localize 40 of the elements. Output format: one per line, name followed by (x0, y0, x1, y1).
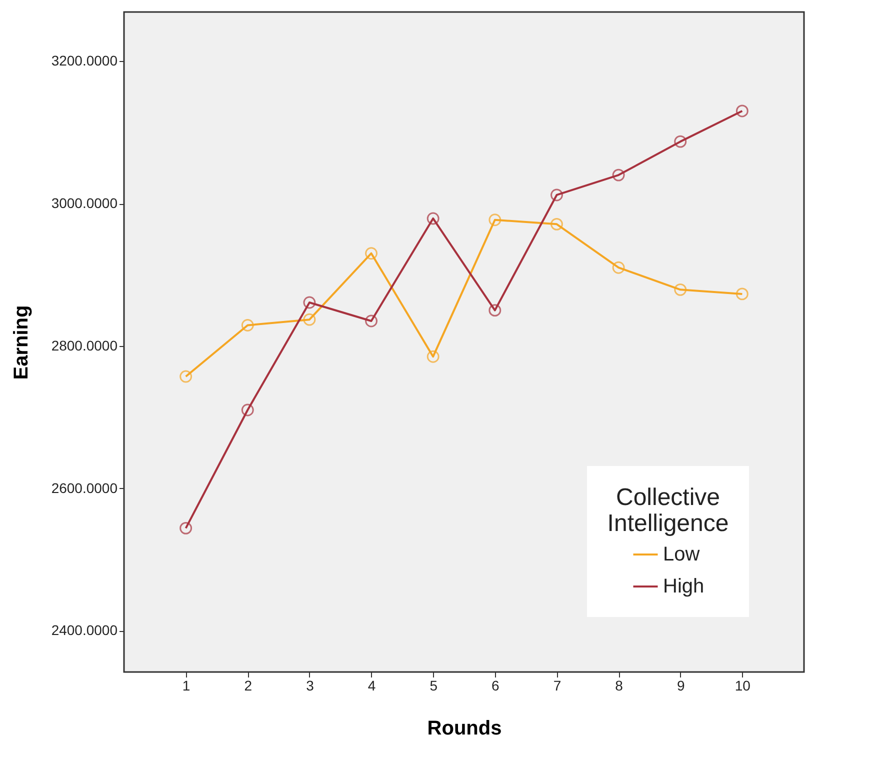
point (674, 135, 687, 148)
y-tick-label: 3000.0000 (51, 195, 118, 212)
point (426, 350, 440, 363)
point (612, 168, 625, 182)
point (488, 214, 502, 226)
x-axis-title: Rounds (427, 718, 502, 740)
point (550, 218, 563, 230)
point (736, 288, 748, 300)
point (736, 104, 748, 118)
x-tick-label: 7 (553, 678, 562, 694)
y-axis-title: Earning (10, 305, 32, 380)
point (241, 319, 254, 332)
x-tick-label: 4 (368, 678, 376, 694)
x-tick-label: 8 (615, 678, 624, 694)
legend-label: Low (663, 544, 700, 566)
y-tick-label: 2800.0000 (51, 337, 118, 354)
point (488, 304, 502, 317)
point (365, 247, 378, 260)
point (365, 314, 378, 328)
point (180, 522, 192, 534)
point (674, 283, 687, 296)
point (180, 370, 192, 383)
x-tick-label: 10 (734, 678, 751, 694)
x-tick-label: 2 (244, 678, 252, 694)
y-tick-label: 2400.0000 (51, 622, 118, 638)
point (303, 313, 316, 326)
legend-title: Collective Intelligence (607, 484, 729, 537)
x-tick-label: 1 (182, 678, 190, 694)
x-tick-label: 5 (430, 678, 438, 694)
y-tick-label: 3200.0000 (51, 52, 118, 69)
x-tick-label: 9 (676, 678, 685, 694)
point (426, 212, 440, 225)
y-tick-label: 2600.0000 (51, 480, 118, 496)
x-tick-label: 6 (492, 678, 500, 694)
point (241, 404, 254, 416)
point (550, 188, 563, 202)
legend-label: High (663, 576, 704, 598)
x-tick-label: 3 (306, 678, 314, 694)
point (612, 261, 625, 274)
point (303, 296, 316, 309)
